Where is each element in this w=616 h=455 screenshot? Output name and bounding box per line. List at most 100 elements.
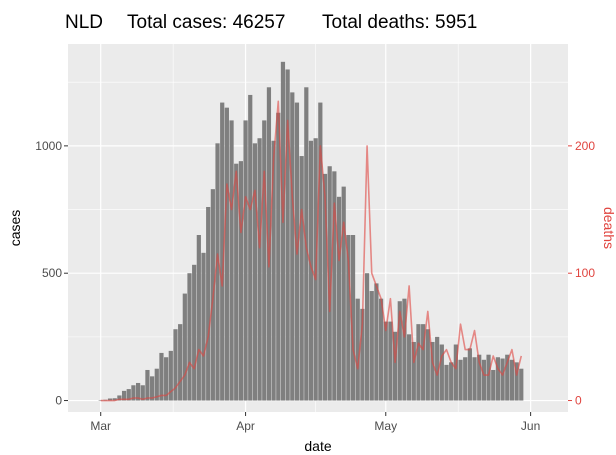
cases-bar	[206, 206, 211, 401]
cases-bar	[234, 163, 239, 401]
chart-title-country: NLD	[65, 12, 103, 33]
cases-bar	[439, 344, 444, 401]
cases-bar	[397, 301, 402, 401]
cases-bar	[393, 331, 398, 401]
cases-bar	[421, 324, 426, 401]
cases-bar	[341, 186, 346, 401]
cases-bar	[299, 156, 304, 401]
x-tick-label: Apr	[236, 419, 255, 433]
cases-bar	[117, 395, 122, 401]
cases-bar	[425, 329, 430, 401]
cases-bar	[145, 369, 150, 401]
cases-bar	[229, 120, 234, 401]
x-axis-ticks: Mar Apr May Jun	[90, 412, 540, 433]
cases-bar	[369, 291, 374, 401]
cases-bar	[308, 140, 314, 401]
cases-bar	[383, 321, 388, 401]
cases-bar	[346, 235, 351, 401]
y-tick-label: 1000	[35, 139, 62, 153]
cases-bar	[378, 298, 384, 401]
cases-bar	[514, 362, 519, 401]
cases-bar	[192, 264, 197, 401]
cases-bar	[453, 344, 458, 401]
cases-bar	[178, 324, 183, 401]
cases-bar	[505, 354, 510, 401]
y-tick-label: 500	[42, 266, 62, 280]
cases-bar	[248, 94, 253, 401]
cases-bar	[224, 107, 229, 401]
cases-bar	[486, 354, 491, 401]
cases-bar	[481, 359, 486, 401]
cases-bar	[280, 61, 286, 401]
cases-bar	[271, 140, 276, 401]
cases-bar	[336, 196, 342, 401]
cases-bar	[374, 283, 379, 401]
cases-bar	[458, 359, 463, 401]
cases-bar	[355, 298, 360, 401]
y2-tick-label: 100	[575, 266, 595, 280]
cases-bar	[509, 359, 515, 401]
deaths-line	[100, 100, 523, 402]
cases-bar	[112, 398, 117, 401]
x-tick-label: Mar	[90, 419, 111, 433]
x-tick-label: Jun	[521, 419, 540, 433]
cases-bar	[131, 385, 136, 401]
cases-bar	[322, 173, 328, 401]
deaths-line-layer	[100, 100, 523, 402]
cases-bar	[121, 390, 127, 401]
cases-bar	[477, 354, 482, 401]
cases-bar	[187, 273, 192, 401]
cases-bar	[107, 398, 113, 401]
y2-axis-title: deaths	[601, 207, 616, 249]
cases-bar	[182, 293, 187, 401]
cases-bar	[402, 298, 407, 401]
y-axis-title: cases	[7, 210, 23, 247]
cases-bar	[495, 357, 501, 401]
cases-bar	[168, 350, 173, 401]
cases-bar	[463, 357, 468, 401]
cases-bar	[159, 352, 164, 401]
cases-bar	[327, 166, 332, 401]
cases-bar	[243, 120, 248, 401]
cases-bar	[411, 341, 416, 401]
cases-bar	[332, 171, 337, 401]
cases-bar	[252, 143, 258, 401]
cases-bar	[435, 336, 440, 401]
cases-bar	[449, 362, 454, 401]
chart-title-total-deaths: Total deaths: 5951	[322, 12, 477, 33]
cases-bar	[388, 321, 393, 401]
chart-title-total-cases: Total cases: 46257	[127, 12, 285, 33]
cases-bar	[444, 364, 449, 401]
cases-bar	[238, 161, 243, 401]
cases-bar	[262, 120, 267, 401]
cases-bar	[140, 385, 145, 401]
cases-bar	[201, 252, 206, 401]
cases-bar	[360, 308, 365, 401]
cases-bar	[364, 273, 370, 401]
cases-bar	[491, 369, 496, 401]
cases-bar	[519, 368, 524, 401]
cases-bar	[416, 324, 421, 401]
cases-bar	[350, 235, 356, 401]
cases-bar	[472, 357, 477, 401]
y2-axis-ticks: 0 100 200	[568, 139, 595, 408]
cases-bar	[154, 368, 159, 401]
cases-bar	[430, 341, 435, 401]
cases-bar	[135, 382, 141, 401]
cases-bar	[276, 112, 281, 401]
cases-bar	[164, 357, 169, 401]
cases-bar	[196, 235, 201, 401]
cases-bar	[290, 92, 295, 401]
x-axis-title: date	[304, 438, 331, 454]
cases-bar	[220, 102, 225, 401]
cases-bar	[318, 102, 323, 401]
cases-bar	[266, 87, 272, 401]
cases-bar	[285, 69, 290, 401]
cases-bar	[173, 329, 178, 401]
y2-tick-label: 0	[575, 394, 582, 408]
y2-tick-label: 200	[575, 139, 595, 153]
y-axis-ticks: 0 500 1000	[35, 139, 68, 408]
cases-bar	[407, 334, 412, 401]
cases-bar	[215, 143, 220, 401]
